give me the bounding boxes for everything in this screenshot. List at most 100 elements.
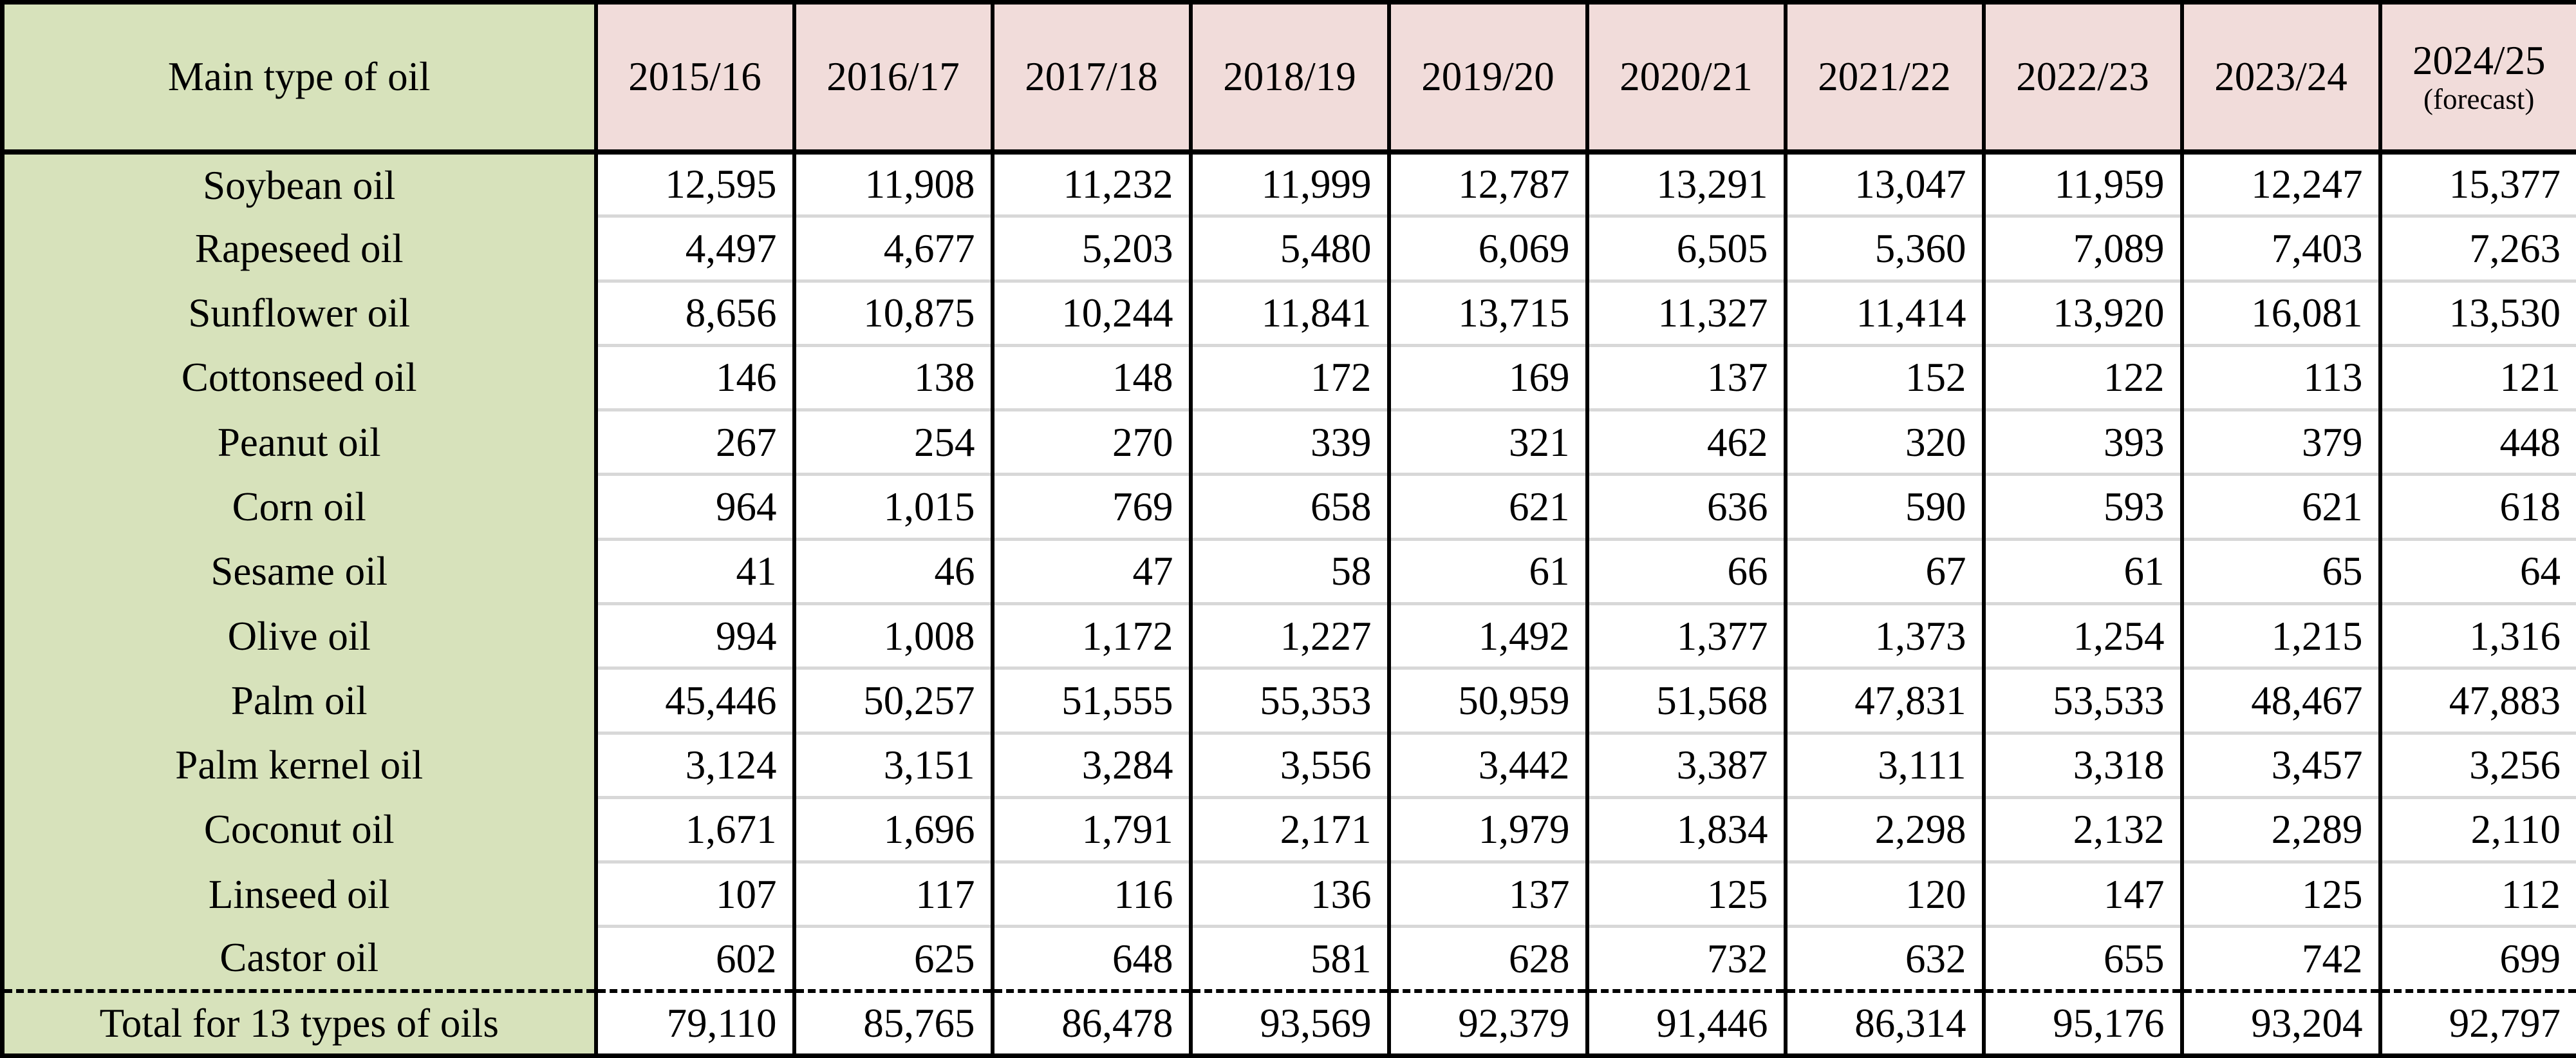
value-cell: 2,289 <box>2179 795 2380 862</box>
value-cell: 320 <box>1783 408 1984 475</box>
value-cell: 3,442 <box>1386 731 1587 798</box>
value-cell: 5,360 <box>1783 214 1984 281</box>
value-cell: 636 <box>1585 473 1786 540</box>
row-label: Soybean oil <box>2 151 596 216</box>
value-cell: 267 <box>593 408 794 475</box>
value-cell: 254 <box>792 408 993 475</box>
value-cell: 112 <box>2378 860 2576 927</box>
value-cell: 8,656 <box>593 279 794 346</box>
value-cell: 12,787 <box>1386 149 1587 216</box>
value-cell: 3,124 <box>593 731 794 798</box>
value-cell: 732 <box>1585 925 1786 992</box>
value-cell: 2,171 <box>1188 795 1389 862</box>
value-cell: 1,215 <box>2179 601 2380 668</box>
value-cell: 45,446 <box>593 666 794 733</box>
value-cell: 648 <box>990 925 1191 992</box>
row-label: Sunflower oil <box>2 281 596 346</box>
table-row: Palm oil 45,446 50,257 51,555 55,353 50,959 51… <box>2 666 2576 733</box>
value-cell: 1,316 <box>2378 601 2576 668</box>
value-cell: 11,414 <box>1783 279 1984 346</box>
value-cell: 769 <box>990 473 1191 540</box>
value-cell: 67 <box>1783 537 1984 604</box>
value-cell: 51,568 <box>1585 666 1786 733</box>
value-cell: 172 <box>1188 343 1389 410</box>
table-row: Coconut oil 1,671 1,696 1,791 2,171 1,979 1,83… <box>2 795 2576 862</box>
value-cell: 147 <box>1981 860 2182 927</box>
value-cell: 742 <box>2179 925 2380 992</box>
value-cell: 137 <box>1386 860 1587 927</box>
value-cell: 46 <box>792 537 993 604</box>
row-label: Cottonseed oil <box>2 345 596 410</box>
value-cell: 5,480 <box>1188 214 1389 281</box>
total-value-cell: 92,797 <box>2378 989 2576 1056</box>
total-row: Total for 13 types of oils 79,110 85,765 86… <box>2 989 2576 1056</box>
forecast-year-label: 2024/25 <box>2412 37 2546 83</box>
year-header: 2015/16 <box>593 2 794 155</box>
value-cell: 2,132 <box>1981 795 2182 862</box>
value-cell: 628 <box>1386 925 1587 992</box>
value-cell: 16,081 <box>2179 279 2380 346</box>
total-value-cell: 93,204 <box>2179 989 2380 1056</box>
row-label: Peanut oil <box>2 410 596 475</box>
value-cell: 15,377 <box>2378 149 2576 216</box>
table-row: Sunflower oil 8,656 10,875 10,244 11,841 13,7… <box>2 279 2576 346</box>
value-cell: 13,715 <box>1386 279 1587 346</box>
value-cell: 1,979 <box>1386 795 1587 862</box>
value-cell: 116 <box>990 860 1191 927</box>
value-cell: 11,908 <box>792 149 993 216</box>
row-label: Palm oil <box>2 668 596 733</box>
value-cell: 1,254 <box>1981 601 2182 668</box>
value-cell: 7,403 <box>2179 214 2380 281</box>
total-value-cell: 92,379 <box>1386 989 1587 1056</box>
table-row: Soybean oil 12,595 11,908 11,232 11,999 12,78… <box>2 149 2576 216</box>
value-cell: 3,151 <box>792 731 993 798</box>
value-cell: 602 <box>593 925 794 992</box>
value-cell: 12,247 <box>2179 149 2380 216</box>
header-main-type-of-oil: Main type of oil <box>2 2 596 155</box>
value-cell: 1,015 <box>792 473 993 540</box>
value-cell: 64 <box>2378 537 2576 604</box>
value-cell: 3,457 <box>2179 731 2380 798</box>
year-header: 2016/17 <box>792 2 993 155</box>
value-cell: 152 <box>1783 343 1984 410</box>
total-value-cell: 79,110 <box>593 989 794 1056</box>
value-cell: 1,791 <box>990 795 1191 862</box>
value-cell: 113 <box>2179 343 2380 410</box>
value-cell: 1,373 <box>1783 601 1984 668</box>
value-cell: 58 <box>1188 537 1389 604</box>
row-label: Sesame oil <box>2 539 596 604</box>
value-cell: 2,298 <box>1783 795 1984 862</box>
value-cell: 7,263 <box>2378 214 2576 281</box>
year-header: 2020/21 <box>1585 2 1786 155</box>
table-row: Castor oil 602 625 648 581 628 732 632 655 742 699 <box>2 925 2576 992</box>
value-cell: 61 <box>1386 537 1587 604</box>
value-cell: 448 <box>2378 408 2576 475</box>
value-cell: 632 <box>1783 925 1984 992</box>
row-label: Linseed oil <box>2 862 596 927</box>
value-cell: 6,505 <box>1585 214 1786 281</box>
value-cell: 3,256 <box>2378 731 2576 798</box>
value-cell: 117 <box>792 860 993 927</box>
value-cell: 47 <box>990 537 1191 604</box>
value-cell: 120 <box>1783 860 1984 927</box>
total-value-cell: 85,765 <box>792 989 993 1056</box>
value-cell: 7,089 <box>1981 214 2182 281</box>
value-cell: 3,111 <box>1783 731 1984 798</box>
value-cell: 125 <box>2179 860 2380 927</box>
forecast-note-label: (forecast) <box>2423 82 2535 115</box>
row-label: Corn oil <box>2 474 596 540</box>
value-cell: 625 <box>792 925 993 992</box>
value-cell: 107 <box>593 860 794 927</box>
value-cell: 65 <box>2179 537 2380 604</box>
value-cell: 618 <box>2378 473 2576 540</box>
value-cell: 125 <box>1585 860 1786 927</box>
value-cell: 1,172 <box>990 601 1191 668</box>
value-cell: 136 <box>1188 860 1389 927</box>
value-cell: 11,841 <box>1188 279 1389 346</box>
value-cell: 51,555 <box>990 666 1191 733</box>
value-cell: 146 <box>593 343 794 410</box>
value-cell: 3,284 <box>990 731 1191 798</box>
total-value-cell: 91,446 <box>1585 989 1786 1056</box>
year-header: 2021/22 <box>1783 2 1984 155</box>
